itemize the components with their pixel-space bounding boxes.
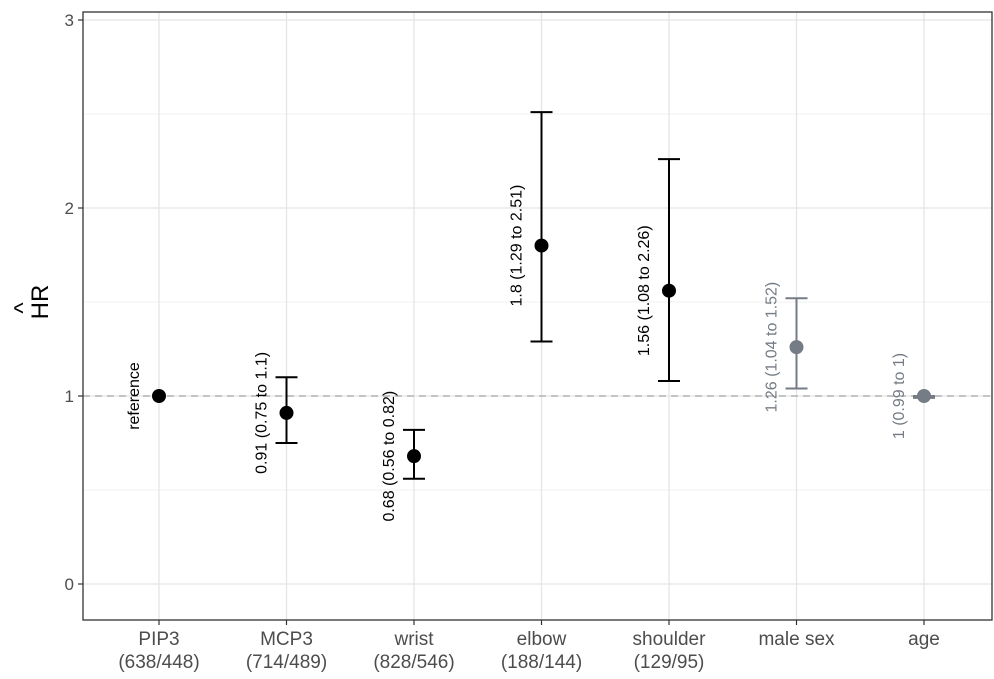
x-tick-sublabel: (714/489): [246, 652, 327, 673]
hr-point: [534, 238, 549, 253]
axis-layer: 0 1 2 3 HR^ PIP3(638/448) MCP3(714/489) wrist(8…: [10, 11, 993, 673]
hr-data-label: 1.8 (1.29 to 2.51): [509, 185, 526, 307]
panel-background: [83, 12, 992, 620]
y-axis-title: HR: [27, 285, 54, 320]
x-tick-label: wrist: [393, 629, 434, 650]
hr-point: [407, 449, 421, 464]
x-tick-sublabel: (828/546): [373, 652, 454, 673]
hr-point: [662, 283, 676, 298]
y-axis-title-hat: ^: [10, 302, 37, 314]
hr-data-label: 1.56 (1.08 to 2.26): [636, 225, 653, 356]
y-tick-label: 0: [65, 575, 74, 594]
hr-data-label: 1 (0.99 to 1): [891, 353, 908, 439]
x-tick-sublabel: (188/144): [501, 652, 582, 673]
x-tick-label: elbow: [517, 629, 567, 650]
x-tick-label: male sex: [758, 629, 835, 650]
hr-point: [152, 389, 166, 403]
y-tick-label: 1: [65, 387, 74, 406]
hr-point: [917, 389, 931, 403]
panel-border: [82, 11, 993, 621]
hr-data-label: 0.91 (0.75 to 1.1): [254, 352, 271, 474]
hr-data-label: 0.68 (0.56 to 0.82): [381, 391, 398, 522]
y-tick-label: 3: [65, 11, 74, 30]
hr-point: [279, 405, 294, 420]
x-tick-label: shoulder: [633, 629, 707, 650]
hr-data-label: 1.26 (1.04 to 1.52): [764, 282, 781, 413]
x-tick-sublabel: (638/448): [118, 652, 199, 673]
x-tick-label: age: [908, 629, 940, 650]
x-tick-label: PIP3: [138, 629, 179, 650]
grid-layer: [83, 12, 992, 620]
y-tick-label: 2: [65, 199, 74, 218]
hr-data-label: reference: [126, 362, 143, 430]
x-tick-sublabel: (129/95): [634, 652, 705, 673]
label-layer: reference 0.91 (0.75 to 1.1) 0.68 (0.56 to…: [126, 185, 908, 522]
x-tick-label: MCP3: [260, 629, 313, 650]
marks-layer: [152, 111, 935, 480]
hr-point: [789, 340, 804, 355]
